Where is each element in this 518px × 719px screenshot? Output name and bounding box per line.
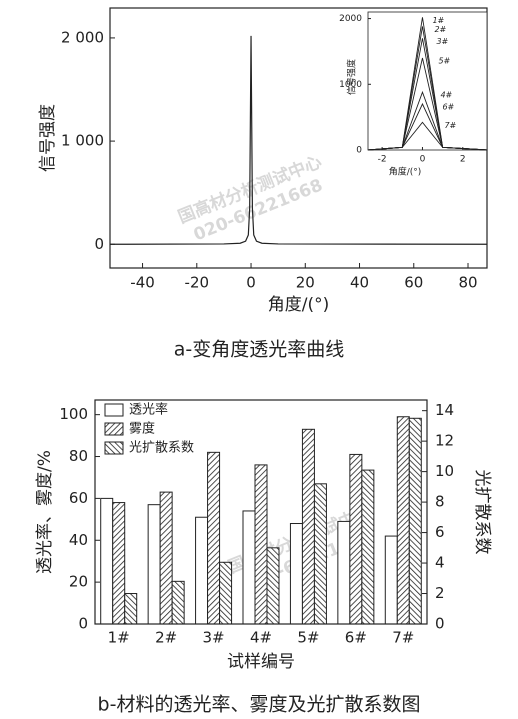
data-line [109,35,488,245]
x-axis-label: 角度/(°) [389,166,422,178]
legend-label: 透光率 [129,402,168,418]
y2-tick-label: 10 [435,462,454,480]
bar [301,428,315,625]
y-tick-label: 0 [356,146,362,156]
x-tick-label: -40 [130,274,155,292]
x-axis-label: 角度/(°) [268,295,330,315]
bar [384,535,398,625]
x-axis-label: 试样编号 [227,652,295,672]
y-tick-label: 100 [59,405,88,423]
bar [289,523,303,625]
x-tick-label: 80 [458,274,477,292]
y-tick-label: 2000 [339,14,362,24]
y2-tick-label: 4 [435,554,445,572]
bar [396,416,410,625]
bar [242,510,256,625]
legend-swatch [104,422,124,436]
y2-axis-label: 光扩散系数 [472,470,492,555]
x-tick-label: 60 [404,274,423,292]
legend-swatch [104,403,124,417]
bar [124,593,138,625]
bar [195,516,209,625]
bar [171,580,185,625]
x-tick-label: 0 [246,274,256,292]
y-tick-label: 60 [69,489,88,507]
y2-tick-label: 2 [435,584,445,602]
y-tick-label: 1 000 [61,132,104,150]
y-tick-label: 2 000 [61,28,104,46]
y2-tick-label: 8 [435,493,445,511]
series-label: 5# [438,57,450,66]
y-axis-label: 信号强度 [346,59,358,95]
y-axis-label: 透光率、雾度/% [35,450,55,574]
y-tick-label: 20 [69,573,88,591]
bar [408,417,422,625]
y-tick-label: 80 [69,447,88,465]
series-label: 3# [436,37,448,46]
x-tick-label: 0 [420,155,426,165]
y2-tick-label: 12 [435,432,454,450]
y2-tick-label: 0 [435,615,445,633]
x-tick-label: 7# [392,629,414,647]
x-tick-label: -2 [378,155,387,165]
series-label: 1# [432,16,444,25]
caption: a-变角度透光率曲线 [174,339,345,361]
bar [112,502,126,625]
series-label: 7# [444,121,456,130]
bar [313,483,327,625]
series-label: 4# [440,91,452,100]
bar [219,561,233,625]
series-label: 2# [434,25,446,34]
bar [266,547,280,625]
x-tick-label: -20 [185,274,210,292]
y-tick-label: 40 [69,531,88,549]
x-tick-label: 2 [460,155,466,165]
data-line [367,121,488,151]
x-tick-label: 20 [296,274,315,292]
x-tick-label: 40 [350,274,369,292]
y2-tick-label: 14 [435,401,454,419]
legend-swatch [104,441,124,455]
legend-label: 光扩散系数 [129,441,194,456]
bar [361,469,375,625]
series-label: 6# [442,103,454,112]
bar [100,497,114,625]
y-tick-label: 1000 [339,80,362,90]
bar [337,520,351,625]
x-tick-label: 3# [203,629,225,647]
y-tick-label: 0 [78,615,88,633]
plot-frame [367,11,488,151]
bar [207,451,221,625]
x-tick-label: 1# [108,629,130,647]
caption: b-材料的透光率、雾度及光扩散系数图 [98,694,421,716]
y-tick-label: 0 [94,235,104,253]
x-tick-label: 6# [345,629,367,647]
x-tick-label: 2# [155,629,177,647]
bar [349,453,363,625]
bar [254,464,268,625]
y-axis-label: 信号强度 [38,104,58,172]
x-tick-label: 4# [250,629,272,647]
x-tick-label: 5# [297,629,319,647]
bar [159,491,173,625]
legend-label: 雾度 [129,421,155,437]
bar [147,504,161,625]
plot-frame [94,399,428,625]
y2-tick-label: 6 [435,523,445,541]
